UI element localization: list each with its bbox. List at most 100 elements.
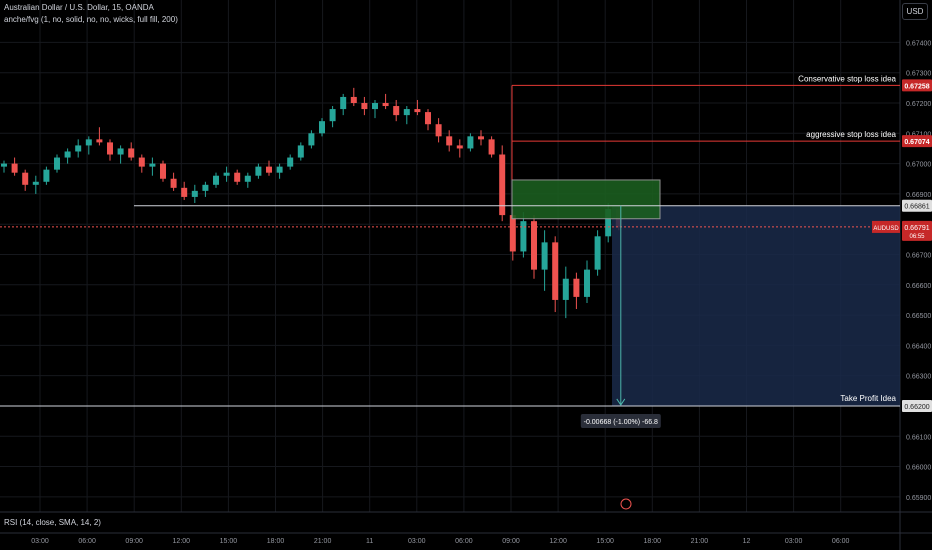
x-tick-label: 15:00 [596,538,614,545]
candle-body [287,157,294,167]
candle-body [75,145,82,152]
current-price-tag [902,220,932,241]
x-tick-label: 03:00 [785,538,803,545]
stop-loss-label: aggressive stop loss idea [806,130,896,139]
candle-body [160,163,166,179]
y-tick-label: 0.67300 [906,71,931,78]
candle-body [552,242,559,300]
x-tick-label: 06:00 [455,538,473,545]
chart-title: Australian Dollar / U.S. Dollar, 15, OAN… [4,3,154,12]
candle-body [488,139,495,155]
price-tag [902,135,932,148]
candle-body [319,121,325,134]
candle-body [149,163,156,167]
measure-label-bg [580,413,661,428]
candle-body [446,136,453,146]
candle-body [594,236,601,270]
candle-body [531,221,537,270]
candle-body [478,136,484,140]
price-tag-label: 0.66861 [904,204,929,211]
candle-body [276,166,283,173]
price-tag [902,199,932,212]
price-tag [902,79,932,92]
candle-body [22,172,29,185]
x-tick-label: 12:00 [173,538,191,545]
lightning-icon [620,498,632,510]
y-tick-label: 0.67400 [906,40,931,47]
y-tick-label: 0.66500 [906,313,931,320]
candle-body [584,269,590,297]
candle-body [509,215,516,252]
x-tick-label: 12 [743,538,751,545]
y-tick-label: 0.65900 [906,495,931,502]
x-tick-label: 18:00 [644,538,662,545]
candle-body [202,184,209,191]
candle-body [414,109,421,113]
y-tick-label: 0.66700 [906,252,931,259]
candle-body [223,172,230,176]
x-tick-label: 03:00 [31,538,49,545]
measure-label: -0.00668 (-1.00%) -66.8 [584,419,658,426]
candle-body [605,209,612,237]
y-tick-label: 0.66100 [906,434,931,441]
candle-body [393,106,400,116]
candle-body [43,169,50,182]
x-tick-label: 21:00 [691,538,709,545]
candle-body [350,96,357,104]
x-tick-label: 06:00 [832,538,850,545]
candle-body [340,96,347,110]
y-tick-label: 0.66600 [906,283,931,290]
candle-body [138,157,145,167]
candle-body [1,163,7,167]
y-tick-label: 0.66400 [906,343,931,350]
candle-body [435,124,442,137]
candle-body [266,166,272,173]
candle-body [541,242,548,270]
target-zone [612,205,900,406]
candle-body [456,145,463,149]
candle-body [64,151,71,158]
candle-body [425,112,431,125]
candle-body [361,103,368,110]
candle-body [573,278,580,297]
price-tag-label: 0.67074 [904,139,929,146]
x-tick-label: 21:00 [314,538,332,545]
candle-body [32,181,39,185]
x-tick-label: 09:00 [502,538,520,545]
y-tick-label: 0.67000 [906,162,931,169]
candle-body [403,109,410,116]
x-tick-label: 03:00 [408,538,426,545]
candle-body [117,148,124,155]
y-tick-label: 0.66900 [906,192,931,199]
x-tick-label: 18:00 [267,538,285,545]
price-tag-label: 0.67258 [904,83,929,90]
y-tick-label: 0.67100 [906,131,931,138]
candle-body [467,136,474,149]
x-tick-label: 11 [366,538,373,545]
candle-body [181,187,188,197]
candle-body [85,139,92,146]
measure-arrow-head [616,398,626,406]
indicator-legend[interactable]: anche/fvg (1, no, solid, no, no, wicks, … [4,15,178,24]
x-tick-label: 12:00 [549,538,567,545]
rsi-legend[interactable]: RSI (14, close, SMA, 14, 2) [4,518,101,527]
bar-countdown: 06:55 [909,234,925,240]
currency-button[interactable]: USD [902,3,928,20]
candle-body [499,154,506,216]
candle-body [329,109,336,122]
take-profit-label: Take Profit Idea [840,394,896,403]
x-tick-label: 06:00 [78,538,96,545]
candle-body [107,142,113,155]
candle-body [191,190,198,197]
candle-body [244,175,251,182]
y-tick-label: 0.66000 [906,465,931,472]
candle-body [520,221,527,252]
price-tag [902,399,932,412]
fvg-zone [511,179,661,220]
candle-body [213,175,219,185]
candle-body [562,278,569,300]
symbol-tag [872,220,900,233]
price-tag-label: 0.66200 [904,404,929,411]
